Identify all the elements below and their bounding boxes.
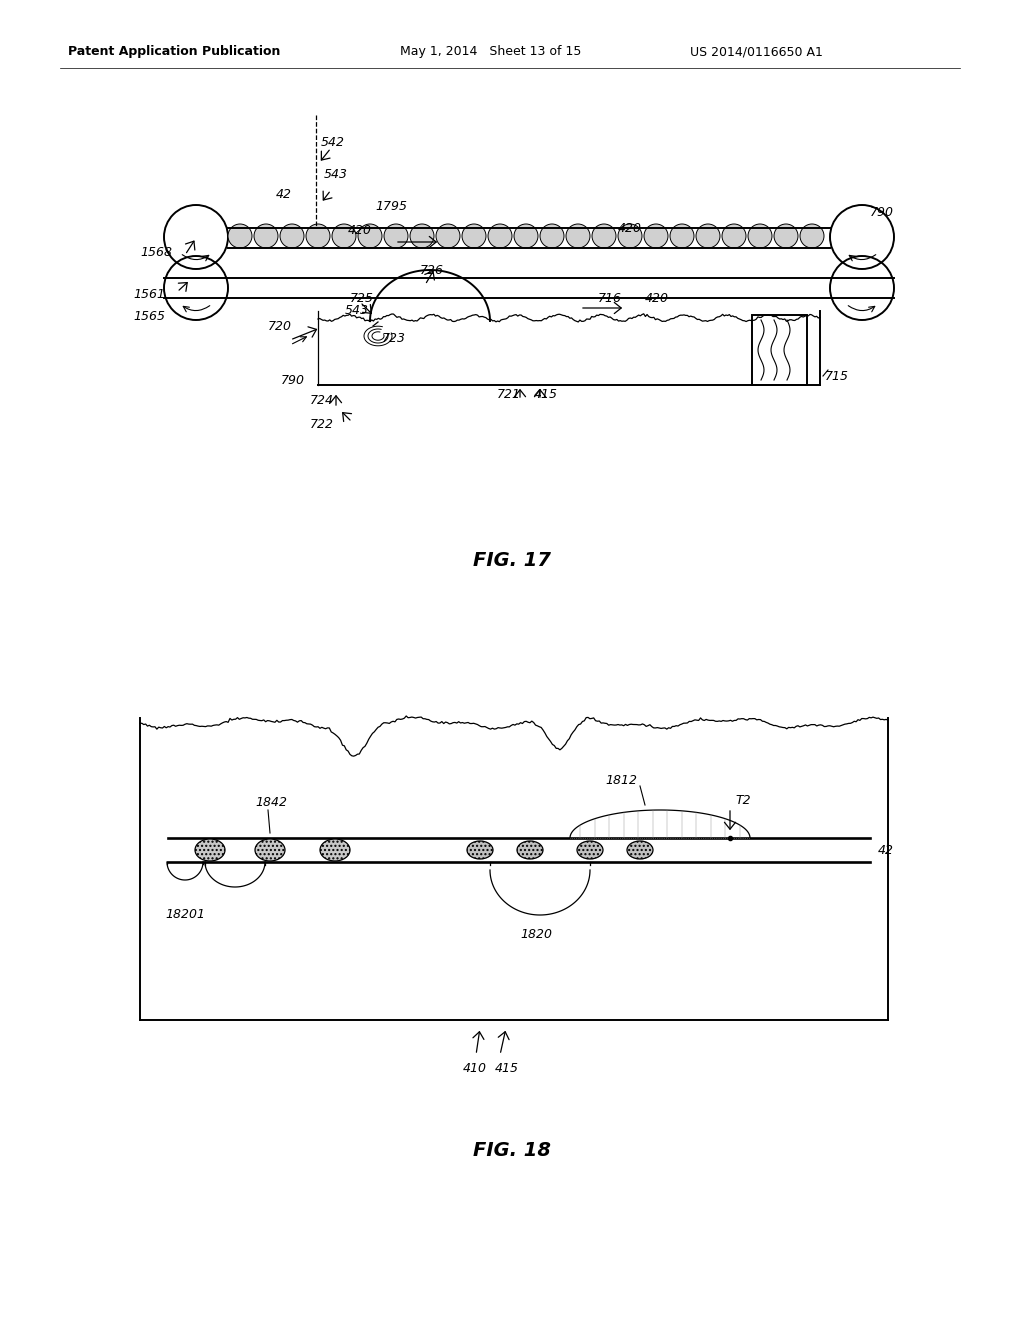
Circle shape [488,224,512,248]
Text: 420: 420 [645,292,669,305]
Ellipse shape [195,840,225,861]
Circle shape [722,224,746,248]
Text: 1842: 1842 [255,796,287,809]
Text: 722: 722 [310,418,334,432]
Ellipse shape [319,840,350,861]
Circle shape [384,224,408,248]
Text: May 1, 2014   Sheet 13 of 15: May 1, 2014 Sheet 13 of 15 [400,45,582,58]
Circle shape [592,224,616,248]
Text: 415: 415 [495,1061,519,1074]
Text: Patent Application Publication: Patent Application Publication [68,45,281,58]
Text: 726: 726 [420,264,444,276]
Text: 720: 720 [268,321,292,334]
Text: 1795: 1795 [375,201,407,214]
Circle shape [358,224,382,248]
Circle shape [306,224,330,248]
Ellipse shape [467,841,493,859]
Circle shape [228,224,252,248]
Text: 42: 42 [276,189,292,202]
Circle shape [618,224,642,248]
Circle shape [332,224,356,248]
Text: 1561: 1561 [133,289,165,301]
Circle shape [410,224,434,248]
Text: 725: 725 [350,292,374,305]
Text: 1568: 1568 [140,246,172,259]
Ellipse shape [577,841,603,859]
Circle shape [514,224,538,248]
Text: 1565: 1565 [133,310,165,323]
Text: FIG. 17: FIG. 17 [473,550,551,569]
Circle shape [436,224,460,248]
Text: 1812: 1812 [605,774,637,787]
Text: US 2014/0116650 A1: US 2014/0116650 A1 [690,45,823,58]
Circle shape [670,224,694,248]
Text: 723: 723 [382,331,406,345]
Circle shape [254,224,278,248]
Circle shape [280,224,304,248]
Text: 716: 716 [598,292,622,305]
Circle shape [540,224,564,248]
Text: T2: T2 [735,793,751,807]
Text: 415: 415 [534,388,558,401]
Text: 420: 420 [348,223,372,236]
Circle shape [644,224,668,248]
Text: 42: 42 [878,843,894,857]
Text: 18201: 18201 [165,908,205,920]
Circle shape [800,224,824,248]
Text: 715: 715 [825,370,849,383]
Circle shape [774,224,798,248]
Text: 542: 542 [321,136,345,149]
Ellipse shape [517,841,543,859]
Ellipse shape [627,841,653,859]
Text: 543: 543 [324,169,348,181]
Circle shape [748,224,772,248]
Text: 721: 721 [497,388,521,401]
Circle shape [696,224,720,248]
Ellipse shape [255,840,285,861]
Text: 543: 543 [345,304,369,317]
Text: 724: 724 [310,393,334,407]
Text: 1820: 1820 [520,928,552,940]
Bar [752,315,807,385]
Text: FIG. 18: FIG. 18 [473,1140,551,1159]
Circle shape [566,224,590,248]
Text: 410: 410 [463,1061,487,1074]
Text: 420: 420 [618,223,642,235]
Text: 790: 790 [870,206,894,219]
Circle shape [462,224,486,248]
Text: 790: 790 [281,374,305,387]
